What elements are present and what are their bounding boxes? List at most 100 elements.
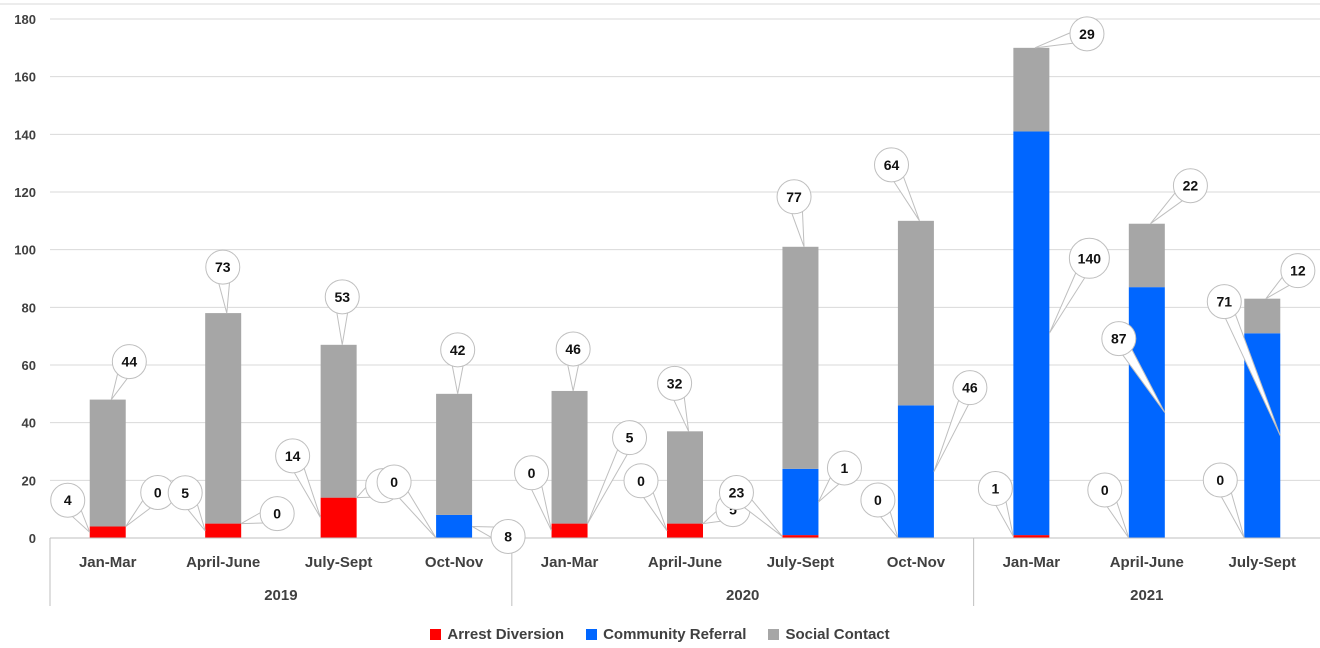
data-label: 0 [874,492,882,508]
callout-tail [72,510,91,533]
data-label: 0 [390,474,398,490]
callout-tail [336,312,349,345]
callout-tail [791,211,805,247]
data-label: 0 [273,506,281,522]
y-tick-label: 40 [22,416,36,431]
group-label: 2019 [264,587,297,604]
data-label: 1 [991,481,999,497]
callout-bubble [111,344,147,380]
data-label: 53 [334,289,350,305]
callout-tail [218,282,231,314]
callout-tail [1225,314,1281,436]
callout-bubble [167,475,203,511]
bar-arrest-diversion [667,523,703,538]
callout-bubble [555,331,591,367]
x-axis: Jan-Mar April-June July-Sept Oct-Nov Jan-Mar… [49,537,1320,606]
y-tick-label: 120 [14,185,36,200]
x-tick-label: July-Sept [1229,554,1297,571]
gridlines [0,3,1320,481]
bar-social-contact [205,313,242,524]
bars [89,47,1281,538]
callout-tail [744,499,783,537]
x-tick-label: Jan-Mar [79,554,137,571]
legend-label: Community Referral [603,626,747,643]
legend-item: Arrest Diversion [430,626,564,643]
callout-bubble [1068,237,1110,279]
y-tick-label: 60 [22,358,36,373]
bar-community-referral [782,468,819,536]
callout-tail [1122,349,1166,413]
data-label: 4 [64,492,72,508]
callout-bubble [657,365,693,401]
callout-bubble [1202,462,1238,498]
callout-bubble [826,450,862,486]
bar-arrest-diversion [551,523,588,538]
callout-tail [125,500,151,527]
data-label: 8 [504,528,512,544]
data-label: 0 [154,484,162,500]
bar-community-referral [897,405,934,538]
callout-tail [893,176,920,222]
data-label: 1 [841,460,849,476]
bar-community-referral [1013,131,1050,536]
callout-bubble [440,332,476,368]
x-tick-label: April-June [648,554,722,571]
callout-tail [1265,276,1290,300]
callout-tail [567,364,579,392]
data-label: 77 [786,189,802,205]
y-tick-label: 20 [22,473,36,488]
y-axis-ticks: 0 20 40 60 80 100 120 140 160 180 [14,12,36,546]
group-label: 2021 [1130,587,1163,604]
data-label: 32 [667,375,683,391]
callout-tail [587,449,628,524]
data-label: 140 [1078,250,1102,266]
data-label: 46 [962,380,978,396]
callout-tail [110,373,128,400]
x-tick-label: Jan-Mar [541,554,599,571]
callout-tail [531,486,553,532]
x-tick-label: April-June [1110,554,1184,571]
data-label: 12 [1290,263,1306,279]
data-label: 44 [122,354,138,370]
bar-arrest-diversion [782,535,819,538]
x-tick-label: Jan-Mar [1003,554,1061,571]
data-label-callouts: 4044507314053084205460532231770466411402… [50,16,1316,554]
data-label: 29 [1079,26,1095,42]
data-label: 22 [1183,178,1199,194]
legend-swatch [430,629,442,640]
callout-bubble [1087,472,1123,508]
y-tick-label: 100 [14,243,36,258]
data-label: 87 [1111,331,1127,347]
y-tick-label: 140 [14,127,36,142]
callout-tail [293,468,322,519]
callout-tail [995,501,1014,537]
callout-tail [187,504,206,532]
legend-label: Arrest Diversion [447,626,565,643]
legend-label: Social Contact [785,626,890,643]
data-label: 5 [626,430,634,446]
bar-social-contact [89,399,126,527]
bar-arrest-diversion [89,526,126,538]
data-label: 23 [729,485,745,501]
callout-bubble [776,179,812,215]
callout-bubble [623,463,659,499]
data-label: 42 [450,342,466,358]
bar-arrest-diversion [205,523,242,538]
callout-tail [673,397,690,432]
callout-bubble [324,279,360,315]
bar-social-contact [782,246,819,469]
callout-tail [1034,32,1073,49]
callout-bubble [977,471,1013,507]
x-tick-label: April-June [186,554,260,571]
callout-tail [1106,501,1130,539]
bar-community-referral [436,514,473,538]
callout-tail [399,491,437,539]
data-label: 5 [181,485,189,501]
legend: Arrest Diversion Community Referral Social… [0,626,1320,643]
bar-community-referral [1128,287,1165,538]
y-tick-label: 160 [14,70,36,85]
bar-social-contact [1128,223,1165,288]
callout-bubble [952,370,988,406]
